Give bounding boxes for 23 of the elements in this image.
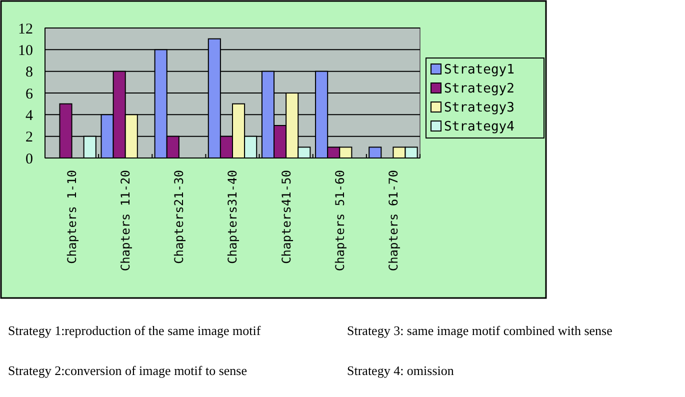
y-tick-label: 0 xyxy=(26,151,33,168)
y-tick-label: 8 xyxy=(26,64,33,81)
x-tick-label: Chapters21-30 xyxy=(172,170,186,264)
text: Strategy 4: omission xyxy=(347,363,454,378)
legend-label: Strategy3 xyxy=(444,100,514,116)
legend-label: Strategy2 xyxy=(444,82,514,97)
legend-label: Strategy4 xyxy=(444,120,515,135)
y-tick-label: 4 xyxy=(26,108,34,124)
legend-label: Strategy1 xyxy=(444,62,514,78)
x-tick-label: Chapters 61-70 xyxy=(386,170,400,272)
bar xyxy=(368,146,382,158)
y-tick-label: 2 xyxy=(26,130,33,146)
x-tick-label: Chapters31-40 xyxy=(226,170,240,264)
x-tick-label: Chapters 11-20 xyxy=(118,170,133,272)
x-tick-label: Chapters 1-10 xyxy=(64,170,79,264)
y-tick-label: 6 xyxy=(26,86,34,102)
text: Strategy 2:conversion of image motif to sense xyxy=(8,363,248,378)
x-tick-label: Chapters 51-60 xyxy=(332,170,347,272)
y-tick-label: 10 xyxy=(18,42,33,59)
text: Strategy 3: same image motif combined with sense xyxy=(347,323,613,338)
text: Strategy 1:reproduction of the same image motif xyxy=(8,323,262,338)
y-tick-label: 12 xyxy=(18,21,33,38)
x-tick-label: Chapters41-50 xyxy=(279,170,294,264)
